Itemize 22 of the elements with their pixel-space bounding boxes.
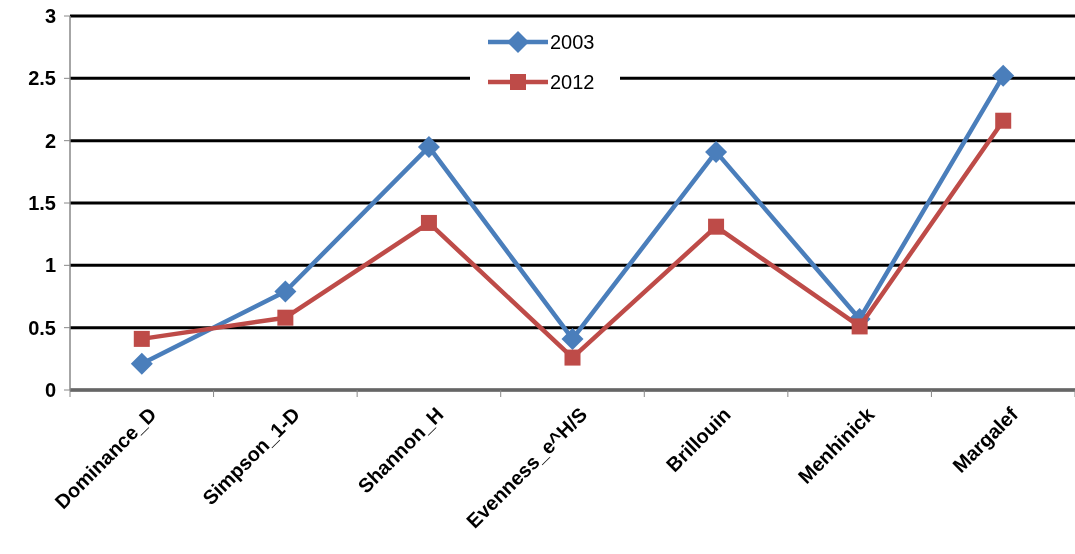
legend-label: 2012 [550,71,595,93]
point [992,64,1015,87]
y-tick-label: 3 [44,5,56,27]
point [705,140,728,163]
y-tick-label: 2 [44,129,56,152]
point [277,309,294,326]
y-tick-label: 1.5 [28,192,56,214]
point [561,327,584,350]
point [851,318,868,335]
legend-label: 2003 [550,31,595,53]
point [708,218,725,235]
y-tick-label: 0 [44,379,56,401]
point [420,214,437,231]
y-tick-label: 1 [44,254,56,277]
point [133,330,150,347]
y-tick-label: 2.5 [28,67,56,90]
point [274,280,297,303]
point [417,135,440,158]
point [130,352,153,375]
point [564,349,581,366]
y-tick-label: 0.5 [28,316,56,339]
point [995,112,1012,129]
